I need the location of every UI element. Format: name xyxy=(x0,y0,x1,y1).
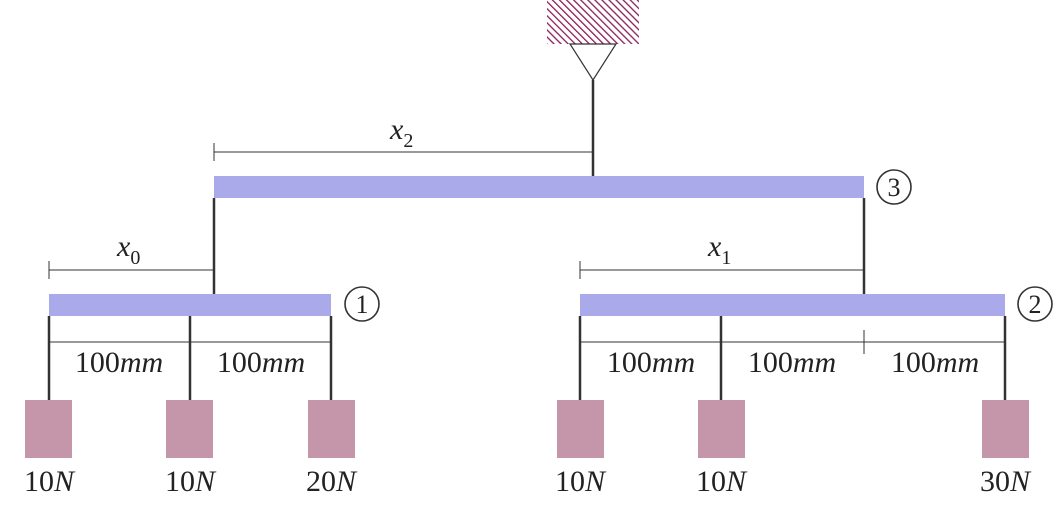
x1-label: x1 xyxy=(707,230,731,269)
beam1-weight-1-label: 10N xyxy=(24,465,76,498)
beam1-weight-1 xyxy=(25,400,72,458)
beam2-weight-2-label: 10N xyxy=(696,465,748,498)
beam-3-marker xyxy=(876,169,912,205)
beam1-weight-2 xyxy=(166,400,213,458)
beam1-spacing-label-1: 100mm xyxy=(75,346,163,379)
beam-1-marker xyxy=(344,286,380,322)
beam2-weight-1-label: 10N xyxy=(555,465,607,498)
beam1-weight-2-label: 10N xyxy=(165,465,217,498)
beam-2-number: 2 xyxy=(1029,290,1042,319)
beam2-spacing-label-1: 100mm xyxy=(607,346,695,379)
beam2-weight-2 xyxy=(698,400,745,458)
beam-3 xyxy=(214,176,864,198)
beam2-weight-1 xyxy=(557,400,604,458)
ceiling-support xyxy=(547,0,639,44)
beam1-weight-3 xyxy=(308,400,355,458)
beam1-spacing-label-2: 100mm xyxy=(217,346,305,379)
beam-3-number: 3 xyxy=(888,173,901,202)
beam1-weight-3-label: 20N xyxy=(306,465,358,498)
beam2-spacing-label-2: 100mm xyxy=(748,346,836,379)
beam-1 xyxy=(49,294,331,316)
pivot-hook xyxy=(568,43,618,82)
x0-label: x0 xyxy=(116,230,140,269)
beam-1-number: 1 xyxy=(356,290,369,319)
x2-label: x2 xyxy=(389,113,413,152)
beam2-weight-3-label: 30N xyxy=(980,465,1032,498)
beam-2 xyxy=(580,294,1005,316)
beam-2-marker xyxy=(1017,286,1053,322)
beam2-spacing-label-3: 100mm xyxy=(891,346,979,379)
beam2-weight-3 xyxy=(982,400,1029,458)
